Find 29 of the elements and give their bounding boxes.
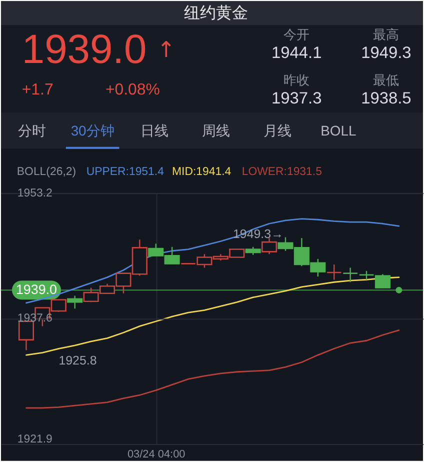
text: 1939.0 [22, 26, 147, 72]
text: ↑ [157, 38, 176, 63]
text: 分时 [18, 122, 46, 138]
text: MID:1941.4 [172, 166, 232, 178]
y-tick-label: 1953.2 [17, 188, 52, 200]
text: 周线 [202, 122, 230, 138]
chart-title: 纽约黄金 [184, 4, 248, 22]
text: 最高 [373, 26, 400, 42]
text: 1937.3 [272, 90, 322, 108]
legend-title: BOLL(26,2) [16, 166, 76, 178]
text: +1.7 [22, 82, 54, 99]
text: LOWER:1931.5 [242, 166, 322, 178]
text: 今开 [284, 26, 310, 42]
annotation: 1939.0 [16, 282, 57, 298]
text: 日线 [140, 122, 168, 138]
text: 最低 [373, 72, 400, 88]
text: BOLL [320, 122, 356, 138]
text: 30分钟 [70, 122, 114, 138]
text: 1944.1 [272, 44, 322, 62]
y-tick-label: 1921.9 [17, 434, 52, 446]
text: 1938.5 [361, 90, 412, 108]
y-tick-label: 1937.6 [17, 312, 52, 325]
annotation: 1925.8 [58, 353, 97, 368]
text: 1949.3 [361, 44, 412, 62]
text: +0.08% [106, 82, 160, 99]
text: 昨收 [284, 72, 310, 88]
x-tick-label: 03/24 04:00 [127, 448, 186, 460]
text: UPPER:1951.4 [86, 166, 165, 178]
text: 月线 [264, 122, 292, 138]
